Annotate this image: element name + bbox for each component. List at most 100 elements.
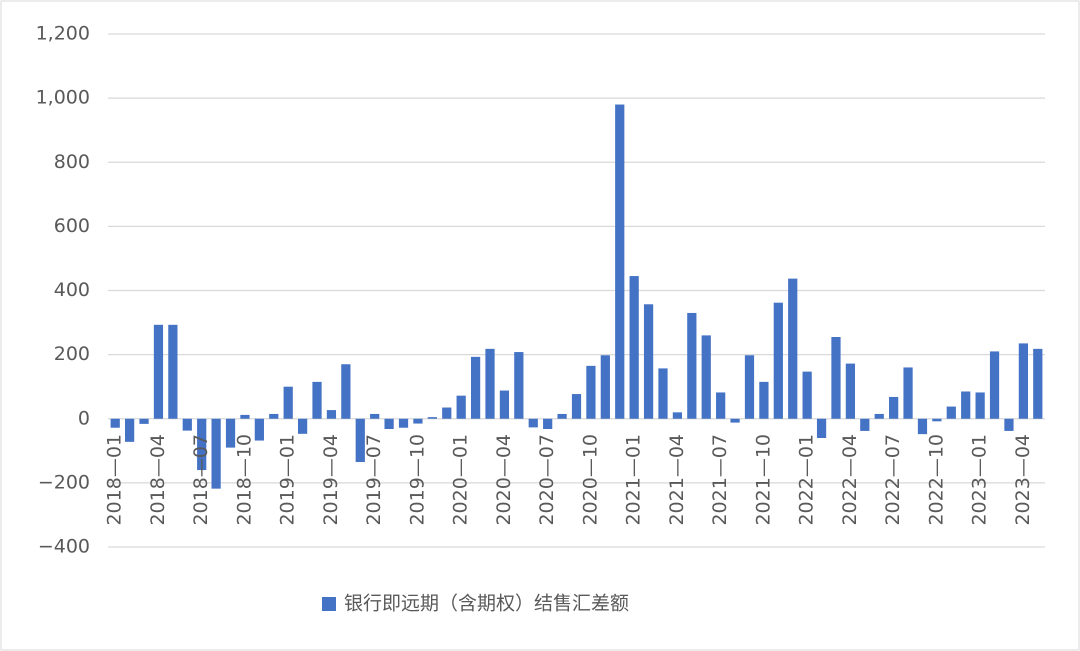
x-tick-label: 2019—07 xyxy=(363,434,385,526)
bar xyxy=(254,418,264,441)
bar xyxy=(672,412,683,419)
bar xyxy=(153,324,164,419)
bar xyxy=(932,418,942,422)
x-tick-label: 2023—04 xyxy=(1012,434,1034,526)
bar xyxy=(182,418,192,431)
x-tick-label: 2018—07 xyxy=(190,434,212,526)
x-tick-label: 2022—07 xyxy=(882,434,904,526)
y-tick-label: 1,000 xyxy=(36,87,90,109)
bar xyxy=(586,365,596,419)
x-tick-label: 2020—07 xyxy=(536,434,558,526)
bar xyxy=(528,418,538,428)
x-tick-label: 2022—04 xyxy=(839,434,861,526)
bar xyxy=(874,413,884,419)
x-tick-label: 2021—04 xyxy=(666,434,688,526)
bar xyxy=(845,363,856,419)
bar xyxy=(946,406,956,419)
bar xyxy=(139,418,149,424)
legend-label: 银行即远期（含期权）结售汇差额 xyxy=(344,593,629,615)
x-tick-label: 2020—10 xyxy=(579,434,601,526)
y-tick-label: 400 xyxy=(54,279,90,301)
bar xyxy=(1004,418,1014,431)
bar xyxy=(716,392,726,419)
y-tick-label: −400 xyxy=(38,536,90,558)
bar xyxy=(125,418,135,442)
bar xyxy=(470,356,481,419)
bar xyxy=(283,386,293,419)
bar xyxy=(816,418,827,438)
bar xyxy=(297,418,308,434)
y-tick-label: −200 xyxy=(38,471,90,493)
bar xyxy=(961,391,971,419)
bar xyxy=(860,418,870,431)
x-tick-label: 2021—07 xyxy=(709,434,731,526)
x-tick-label: 2019—04 xyxy=(320,434,342,526)
bar xyxy=(197,418,207,471)
x-tick-label: 2019—01 xyxy=(277,434,299,526)
bar xyxy=(514,352,524,419)
bar xyxy=(788,278,798,419)
bar xyxy=(326,410,337,419)
x-tick-label: 2018—04 xyxy=(147,434,169,526)
x-tick-label: 2018—01 xyxy=(104,434,126,526)
bar xyxy=(701,335,711,419)
y-tick-label: 200 xyxy=(54,343,90,365)
bar xyxy=(687,312,697,419)
x-tick-label: 2022—10 xyxy=(925,434,947,526)
bar xyxy=(615,104,625,419)
bar xyxy=(543,418,553,430)
y-tick-label: 800 xyxy=(54,151,90,173)
bar xyxy=(889,396,899,419)
bar xyxy=(110,418,120,428)
bar xyxy=(989,351,1000,419)
y-tick-label: 1,200 xyxy=(36,23,90,45)
bar xyxy=(1033,348,1043,419)
bar xyxy=(398,418,409,428)
bar xyxy=(312,381,322,419)
bar xyxy=(975,392,985,419)
x-tick-label: 2023—01 xyxy=(969,434,991,526)
bar xyxy=(499,390,510,419)
legend-swatch xyxy=(322,597,336,611)
bar xyxy=(744,355,755,419)
x-tick-label: 2020—04 xyxy=(493,434,515,526)
bar xyxy=(341,364,351,419)
bar xyxy=(557,413,567,419)
x-tick-label: 2022—01 xyxy=(796,434,818,526)
y-tick-label: 600 xyxy=(54,215,90,237)
bar xyxy=(571,394,582,419)
bar xyxy=(269,413,279,419)
bar xyxy=(1018,343,1028,419)
bar xyxy=(802,371,812,419)
bar xyxy=(831,336,841,419)
bar xyxy=(355,418,365,463)
x-tick-label: 2021—10 xyxy=(752,434,774,526)
bar xyxy=(658,368,668,419)
bar xyxy=(456,395,466,419)
bar xyxy=(903,367,913,419)
x-tick-label: 2018—10 xyxy=(233,434,255,526)
bar xyxy=(442,407,452,419)
bar xyxy=(225,418,236,448)
bar xyxy=(211,418,221,489)
bar xyxy=(643,304,654,419)
bar xyxy=(485,348,495,419)
bar xyxy=(600,355,610,419)
bar xyxy=(240,414,250,419)
bar xyxy=(427,417,437,419)
bar xyxy=(168,324,178,419)
bar xyxy=(629,276,639,419)
bar xyxy=(917,418,928,435)
x-tick-label: 2020—01 xyxy=(450,434,472,526)
x-tick-label: 2019—10 xyxy=(406,434,428,526)
bar xyxy=(773,302,783,419)
y-tick-label: 0 xyxy=(78,407,90,429)
bar xyxy=(730,418,740,423)
bar xyxy=(370,413,380,419)
bar xyxy=(384,418,394,430)
x-tick-label: 2021—01 xyxy=(623,434,645,526)
bar xyxy=(759,381,769,419)
bar xyxy=(413,418,423,424)
